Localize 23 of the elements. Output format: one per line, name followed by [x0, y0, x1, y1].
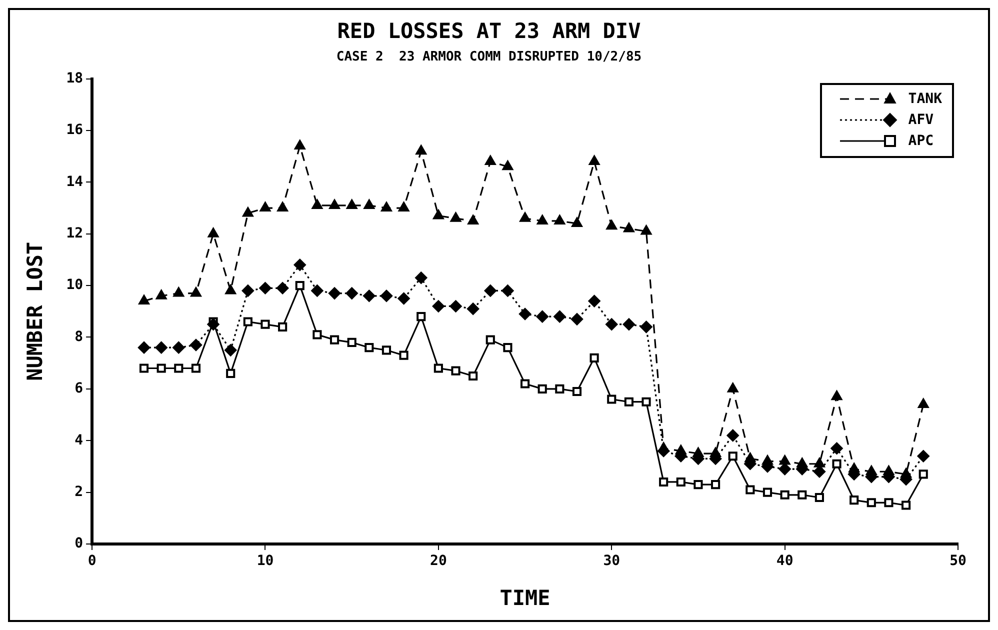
y-tick-label: 8 [74, 328, 84, 345]
x-axis-title: TIME [500, 586, 550, 610]
x-tick-label: 40 [776, 553, 794, 570]
y-axis-title: NUMBER LOST [23, 242, 48, 381]
y-tick-label: 4 [74, 432, 84, 448]
y-tick-label: 2 [74, 484, 84, 500]
chart-title: RED LOSSES AT 23 ARM DIV [337, 19, 642, 44]
y-tick-label: 16 [66, 122, 84, 138]
y-tick-label: 0 [74, 536, 84, 552]
y-tick-label: 6 [74, 380, 84, 397]
legend-label: AFV [908, 112, 934, 128]
x-tick-label: 0 [88, 553, 96, 570]
x-tick-label: 30 [603, 553, 620, 570]
y-tick-label: 14 [66, 174, 84, 190]
legend-label: APC [908, 133, 934, 150]
y-tick-label: 12 [66, 226, 84, 242]
x-tick-label: 50 [950, 553, 966, 570]
legend-label: TANK [908, 91, 942, 108]
chart-subtitle: CASE 2 23 ARMOR COMM DISRUPTED 10/2/85 [336, 49, 642, 64]
x-tick-label: 20 [430, 553, 447, 570]
y-tick-label: 10 [66, 277, 84, 294]
x-tick-label: 10 [256, 553, 274, 570]
y-tick-label: 18 [66, 70, 84, 86]
